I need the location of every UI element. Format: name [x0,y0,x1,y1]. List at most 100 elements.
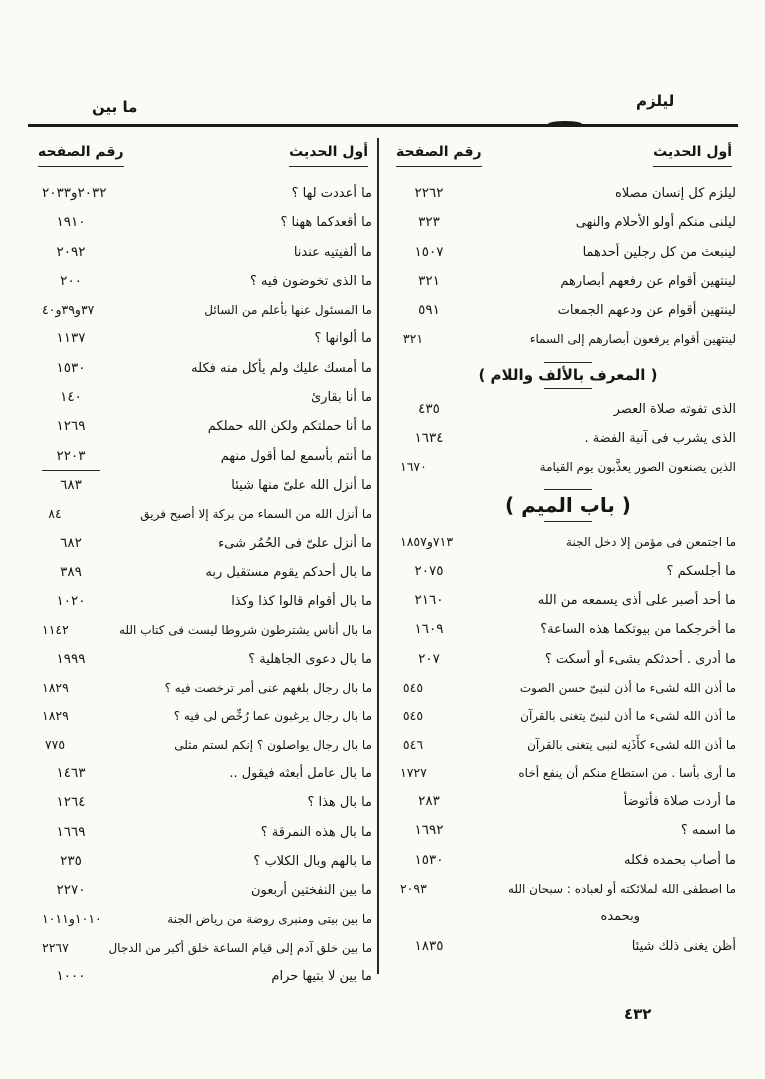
index-row: ما بالهم وبال الكلاب ؟ ٢٣٥ [42,847,372,876]
index-row: ما بال هذا ؟ ١٢٦٤ [42,788,372,817]
header-hadith-label: أول الحديث [653,144,732,167]
hadith-text: الذى تفوته صلاة العصر [613,401,736,417]
index-row: ما بال هذه النمرقة ؟ ١٦٦٩ [42,818,372,847]
hadith-text: ما بال هذه النمرقة ؟ [260,824,372,840]
index-row: ما بين خلق آدم إلى قيام الساعة خلق أكبر … [42,934,372,962]
index-row: الذى يشرب فى آنية الفضة . ١٦٣٤ [400,424,736,453]
page-number-value: ٢٠٧ [418,650,440,667]
page-number-value: ٢٢٦٧ [42,939,69,955]
index-row: ما أذن الله لشىء ما أذن لنبىّ حسن الصوت ٥… [400,674,736,702]
page-number-value: ١٤٠ [60,389,82,406]
hadith-text: ما الذى تخوضون فيه ؟ [249,273,372,289]
hadith-text: ما بال رجال بلغهم عنى أمر ترخصت فيه ؟ [164,681,372,696]
hadith-text: ما أنا بقارئ [311,390,372,406]
hadith-text: ما أحد أصبر على أذى يسمعه من الله [537,593,736,609]
index-row: ما أنزل الله علىّ منها شيئا ٦٨٣ [42,471,372,500]
index-row: ما أعددت لها ؟ ٢٠٣٢و٢٠٣٣ [42,179,372,208]
hadith-text: ما أنا حملتكم ولكن الله حملكم [207,419,372,435]
index-row: ما بين لا بتيها حرام ١٠٠٠ [42,962,372,991]
page-number-value: ٢٠٧٥ [414,562,444,579]
index-rows-right: ليلزم كل إنسان مصلاه ٢٢٦٢ ليلنى منكم أولو … [386,179,736,961]
page-number-value: ٨٤ [48,506,62,522]
index-column-right: أول الحديث رقم الصفحة ليلزم كل إنسان مصل… [386,138,736,961]
header-page-number-label: رقم الصفحه [38,144,124,167]
hadith-text: ما بين لا بتيها حرام [271,969,372,985]
hadith-text: ما أنزل علىّ فى الحُمُر شىء [218,535,372,551]
hadith-text: ما بال رجال يواصلون ؟ إنكم لستم مثلى [174,737,372,752]
page-number-value: ٢٠٩٣ [400,880,427,896]
header-rule-bump [548,121,582,127]
index-row: لينتهين أقوام عن رفعهم أبصارهم ٣٢١ [400,267,736,296]
hadith-text: ما بال دعوى الجاهلية ؟ [248,651,372,667]
index-row: ما المسئول عنها بأعلم من السائل ٣٧و٣٩و٤٠ [42,296,372,324]
hadith-text: ما أقعدكما ههنا ؟ [280,215,372,231]
page-number-value: ١١٤٢ [42,622,69,638]
index-row: ما بال أناس يشترطون شروطا ليست فى كتاب ا… [42,616,372,644]
page-number-value: ٧١٣و١٨٥٧ [400,534,454,550]
index-row: ما بال رجال يرغبون عما رُخِّص لى فيه ؟ ١٨… [42,702,372,730]
index-row: ما بال دعوى الجاهلية ؟ ١٩٩٩ [42,645,372,674]
hadith-text: ما أنتم بأسمع لما أقول منهم [220,448,372,464]
page-number-value: ٥٩١ [418,302,440,319]
index-row: ما بين النفختين أربعون ٢٢٧٠ [42,876,372,905]
hadith-text: ما ألوانها ؟ [314,331,372,347]
page-number-value: ٢٢٠٣ [42,442,100,471]
index-row: ما بال عامل أبعثه فيقول .. ١٤٦٣ [42,759,372,788]
hadith-text: ما بال رجال يرغبون عما رُخِّص لى فيه ؟ [173,709,372,724]
index-row: ما بال أحدكم يقوم مستقبل ربه ٣٨٩ [42,558,372,587]
index-row: ما أجلسكم ؟ ٢٠٧٥ [400,557,736,586]
hadith-text: ما أصاب بحمده فكله [624,852,736,868]
page-number-value: ٣٢١ [402,331,424,347]
index-row: ما بال رجال بلغهم عنى أمر ترخصت فيه ؟ ١٨٢… [42,674,372,702]
page-number-value: ١٥٣٠ [414,851,444,868]
hadith-text: ما بين النفختين أربعون [250,883,372,899]
hadith-text: ما أرى بأسا . من استطاع منكم أن ينفع أخا… [518,765,736,780]
column-divider [377,138,379,974]
hadith-text: الذين يصنعون الصور يعذَّبون يوم القيامة [539,460,736,475]
page-number-value: ١٩٩٩ [56,650,86,667]
index-row: ليلنى منكم أولو الأحلام والنهى ٣٢٣ [400,208,736,237]
index-row: ما أنا حملتكم ولكن الله حملكم ١٢٦٩ [42,412,372,441]
hadith-text: ما أجلسكم ؟ [666,563,736,579]
page-number-value: ٢٢٦٢ [414,185,444,201]
index-row: ما أذن الله لشىء كأَذَنِه لنبى يتغنى بال… [400,731,736,759]
hadith-text: ما بال أقوام قالوا كذا وكذا [231,594,372,610]
page-number-value: ١٩١٠ [56,214,86,231]
page-number-value: ١٤٦٣ [56,764,86,781]
page-number-value: ١١٣٧ [56,330,86,347]
hadith-text: لينتهين أقوام عن ودعهم الجمعات [557,303,736,319]
page-number-value: ١٦٩٢ [414,822,444,839]
page-number-value: ١٦٦٩ [56,823,86,840]
page-number-value: ٢١٦٠ [414,592,444,609]
index-row: ما بال أقوام قالوا كذا وكذا ١٠٢٠ [42,587,372,616]
page-number-value: ١٧٢٧ [400,764,427,780]
hadith-text: ما أخرجكما من بيوتكما هذه الساعة؟ [540,622,736,638]
index-row: ما أقعدكما ههنا ؟ ١٩١٠ [42,208,372,237]
index-row: ما بال رجال يواصلون ؟ إنكم لستم مثلى ٧٧٥ [42,731,372,759]
hadith-text: ما اسمه ؟ [680,823,736,839]
page-number-value: ١٠٠٠ [56,968,86,985]
hadith-text: ما المسئول عنها بأعلم من السائل [204,303,372,318]
page-number-value: ١٨٢٩ [42,708,69,724]
page-number-value: ٦٨٢ [60,534,82,551]
header-page-number-label: رقم الصفحة [396,144,482,167]
index-row: ما أذن الله لشىء ما أذن لنبىّ يتغنى بالق… [400,702,736,730]
hadith-text: لينتهين أقوام عن رفعهم أبصارهم [560,273,736,289]
page-number-value: ١٠٢٠ [56,593,86,610]
index-row: ما أنزل علىّ فى الحُمُر شىء ٦٨٢ [42,529,372,558]
page-number-value: ٢٨٣ [418,793,440,810]
page-number-value: ٣٢٣ [418,214,440,231]
index-row: الذى تفوته صلاة العصر ٤٣٥ [400,395,736,424]
page-number-value: ٣٧و٣٩و٤٠ [42,302,95,318]
hadith-text: ليلنى منكم أولو الأحلام والنهى [575,215,736,231]
index-row: ما اسمه ؟ ١٦٩٢ [400,816,736,845]
index-row: ما ألفيتيه عندنا ٢٠٩٢ [42,238,372,267]
hadith-text: ما أنزل الله من السماء من بركة إلا أصبح … [140,507,372,522]
index-row: الذين يصنعون الصور يعذَّبون يوم القيامة ١… [400,453,736,481]
hadith-text: ما ألفيتيه عندنا [293,244,372,260]
hadith-text: ما أمسك عليك ولم يأكل منه فكله [191,360,372,376]
page-number-value: ١٠١٠و١٠١١ [42,911,102,927]
page-number-value: ٢٢٧٠ [56,882,86,899]
hadith-text: ما بال هذا ؟ [307,795,372,811]
